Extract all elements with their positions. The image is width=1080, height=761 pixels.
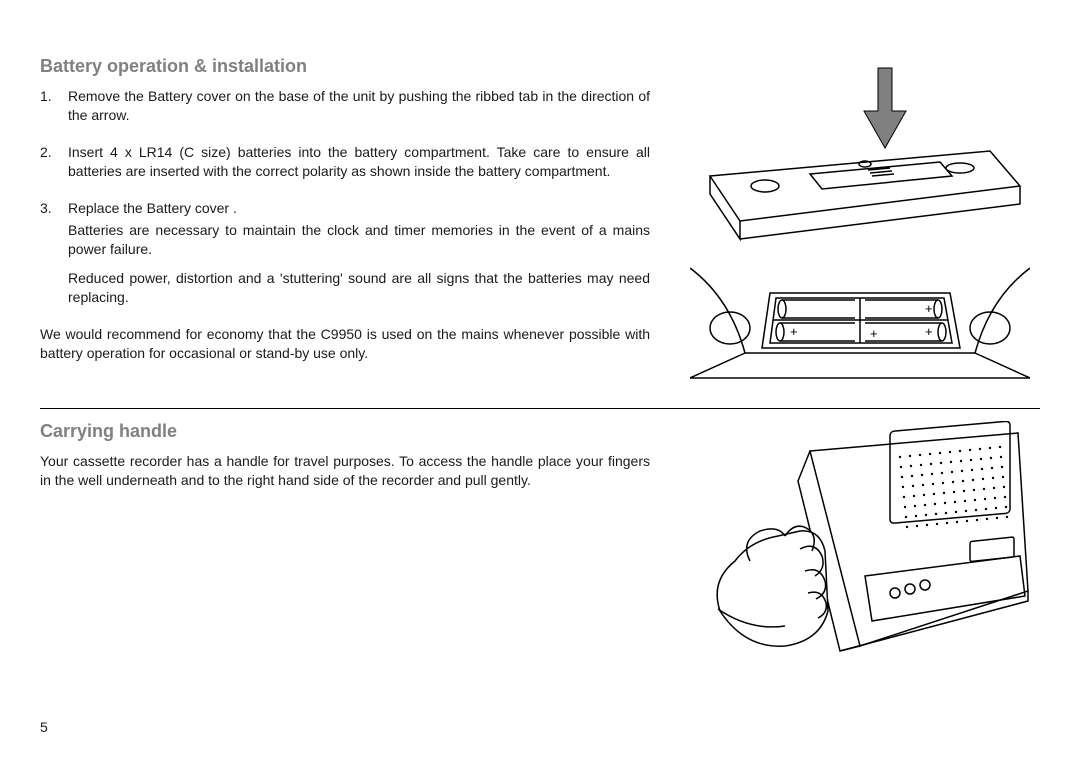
unit-base-illustration bbox=[690, 56, 1030, 246]
page-number: 5 bbox=[40, 719, 48, 735]
svg-text:+: + bbox=[925, 324, 933, 339]
step-2: Insert 4 x LR14 (C size) batteries into … bbox=[40, 143, 650, 181]
svg-text:+: + bbox=[870, 326, 878, 341]
battery-compartment-illustration: + + + + bbox=[690, 258, 1030, 388]
step3-note-1: Batteries are necessary to maintain the … bbox=[68, 221, 650, 259]
speaker-grille-dots bbox=[899, 446, 1008, 528]
step-3-text: Replace the Battery cover . bbox=[68, 200, 237, 216]
step-3: Replace the Battery cover . Batteries ar… bbox=[40, 199, 650, 307]
carrying-handle-illustration bbox=[690, 421, 1030, 671]
section-divider bbox=[40, 408, 1040, 409]
step-1: Remove the Battery cover on the base of … bbox=[40, 87, 650, 125]
recommendation-text: We would recommend for economy that the … bbox=[40, 325, 650, 363]
push-arrow-icon bbox=[864, 68, 906, 148]
svg-text:+: + bbox=[790, 324, 798, 339]
section1-heading: Battery operation & installation bbox=[40, 56, 650, 77]
carrying-handle-text: Your cassette recorder has a handle for … bbox=[40, 452, 650, 490]
section2-heading: Carrying handle bbox=[40, 421, 650, 442]
step3-note-2: Reduced power, distortion and a 'stutter… bbox=[68, 269, 650, 307]
svg-text:+: + bbox=[925, 301, 933, 316]
polarity-marks: + + + + bbox=[790, 301, 933, 341]
battery-steps-list: Remove the Battery cover on the base of … bbox=[40, 87, 650, 307]
